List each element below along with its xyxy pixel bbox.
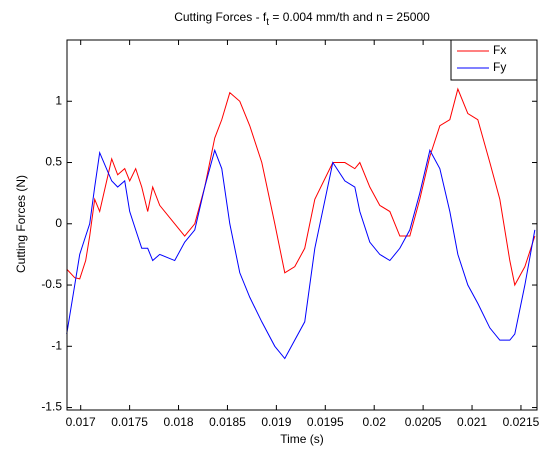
title-part: Cutting Forces - f [174, 10, 267, 24]
legend-box [450, 39, 538, 81]
title-part: = 0.004 mm/th and n = 25000 [269, 10, 430, 24]
x-tick-label: 0.0215 [503, 415, 540, 429]
y-tick-label: 0.5 [45, 155, 62, 169]
y-tick-label: 0 [55, 216, 62, 230]
x-tick-label: 0.017 [66, 415, 96, 429]
chart-title: Cutting Forces - ft = 0.004 mm/th and n … [174, 10, 430, 27]
x-tick-label: 0.0175 [111, 415, 148, 429]
legend-label: Fy [493, 60, 506, 74]
y-axis-label: Cutting Forces (N) [14, 175, 28, 273]
plot-area [67, 40, 537, 410]
x-axis-label: Time (s) [280, 432, 324, 446]
y-tick-label: 1 [55, 93, 62, 107]
x-tick-label: 0.0185 [209, 415, 246, 429]
y-tick-label: -1.5 [41, 400, 62, 414]
axes-frame [66, 39, 538, 411]
x-tick-label: 0.0195 [307, 415, 344, 429]
title-subscript: t [266, 17, 269, 28]
series-line [66, 87, 536, 287]
x-tick-label: 0.019 [261, 415, 291, 429]
x-tick-label: 0.021 [457, 415, 487, 429]
y-tick-label: -1 [51, 338, 62, 352]
legend-label: Fx [493, 43, 506, 57]
x-tick-label: 0.0205 [405, 415, 442, 429]
y-tick-label: -0.5 [41, 277, 62, 291]
x-tick-label: 0.018 [164, 415, 194, 429]
x-tick-label: 0.02 [363, 415, 387, 429]
series-line [66, 148, 536, 360]
